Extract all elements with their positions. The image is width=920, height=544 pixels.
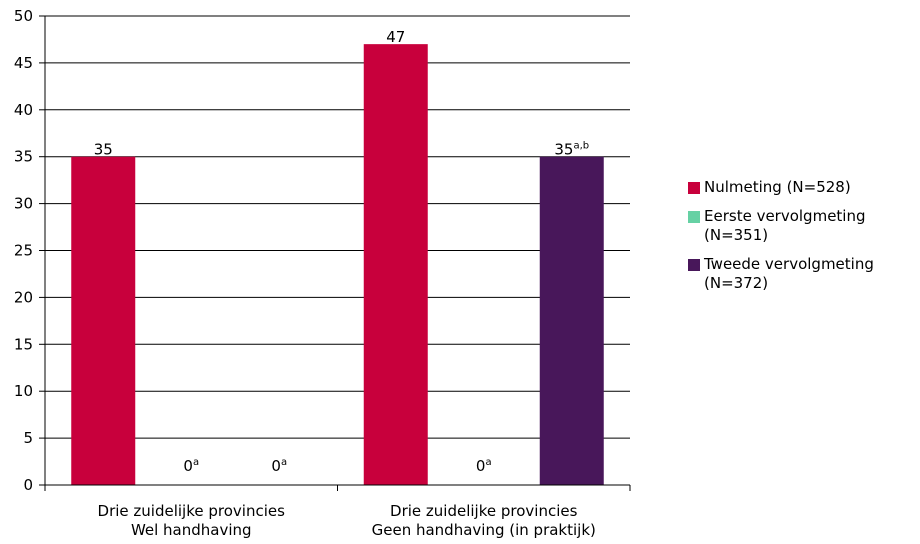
legend-item-nulmeting: Nulmeting (N=528) [688, 178, 920, 197]
y-tick-label: 40 [14, 101, 33, 119]
y-tick-label: 35 [14, 148, 33, 166]
axes [44, 16, 631, 491]
legend-label: Nulmeting (N=528) [704, 178, 851, 196]
bar [71, 156, 136, 485]
legend-swatch [688, 259, 700, 271]
data-label: 0a [183, 457, 199, 475]
legend-swatch [688, 182, 700, 194]
gridlines [45, 15, 630, 439]
y-tick-label: 45 [14, 54, 33, 72]
y-tick-label: 25 [14, 242, 33, 260]
data-label: 0a [271, 457, 287, 475]
y-tick-label: 20 [14, 288, 33, 306]
legend-swatch [688, 211, 700, 223]
legend-label-sub: (N=351) [704, 226, 769, 244]
legend-label: Eerste vervolgmeting [704, 207, 866, 225]
legend-label-sub: (N=372) [704, 274, 769, 292]
category-label: Drie zuidelijke provincies [390, 502, 578, 520]
bar [363, 44, 428, 485]
y-tick-label: 50 [14, 7, 33, 25]
y-axis-ticks: 0 5 10 15 20 25 30 35 40 45 50 [14, 7, 45, 494]
data-label: 35a,b [554, 141, 589, 159]
y-tick-label: 30 [14, 195, 33, 213]
bars [71, 44, 604, 485]
legend-item-eerste-vervolgmeting: Eerste vervolgmeting (N=351) [688, 207, 920, 245]
data-labels: 35 0a 0a 47 0a 35a,b [94, 28, 589, 475]
category-label: Drie zuidelijke provincies [98, 502, 286, 520]
y-tick-label: 0 [23, 476, 33, 494]
legend-label: Tweede vervolgmeting [704, 255, 874, 273]
category-label: Wel handhaving [131, 521, 252, 539]
legend-item-tweede-vervolgmeting: Tweede vervolgmeting (N=372) [688, 255, 920, 293]
y-tick-label: 10 [14, 382, 33, 400]
legend: Nulmeting (N=528) Eerste vervolgmeting (… [688, 178, 920, 303]
data-label: 0a [476, 457, 492, 475]
bar [539, 156, 604, 485]
y-tick-label: 5 [23, 429, 33, 447]
category-label: Geen handhaving (in praktijk) [372, 521, 596, 539]
data-label: 47 [386, 28, 405, 46]
data-label: 35 [94, 141, 113, 159]
y-tick-label: 15 [14, 335, 33, 353]
